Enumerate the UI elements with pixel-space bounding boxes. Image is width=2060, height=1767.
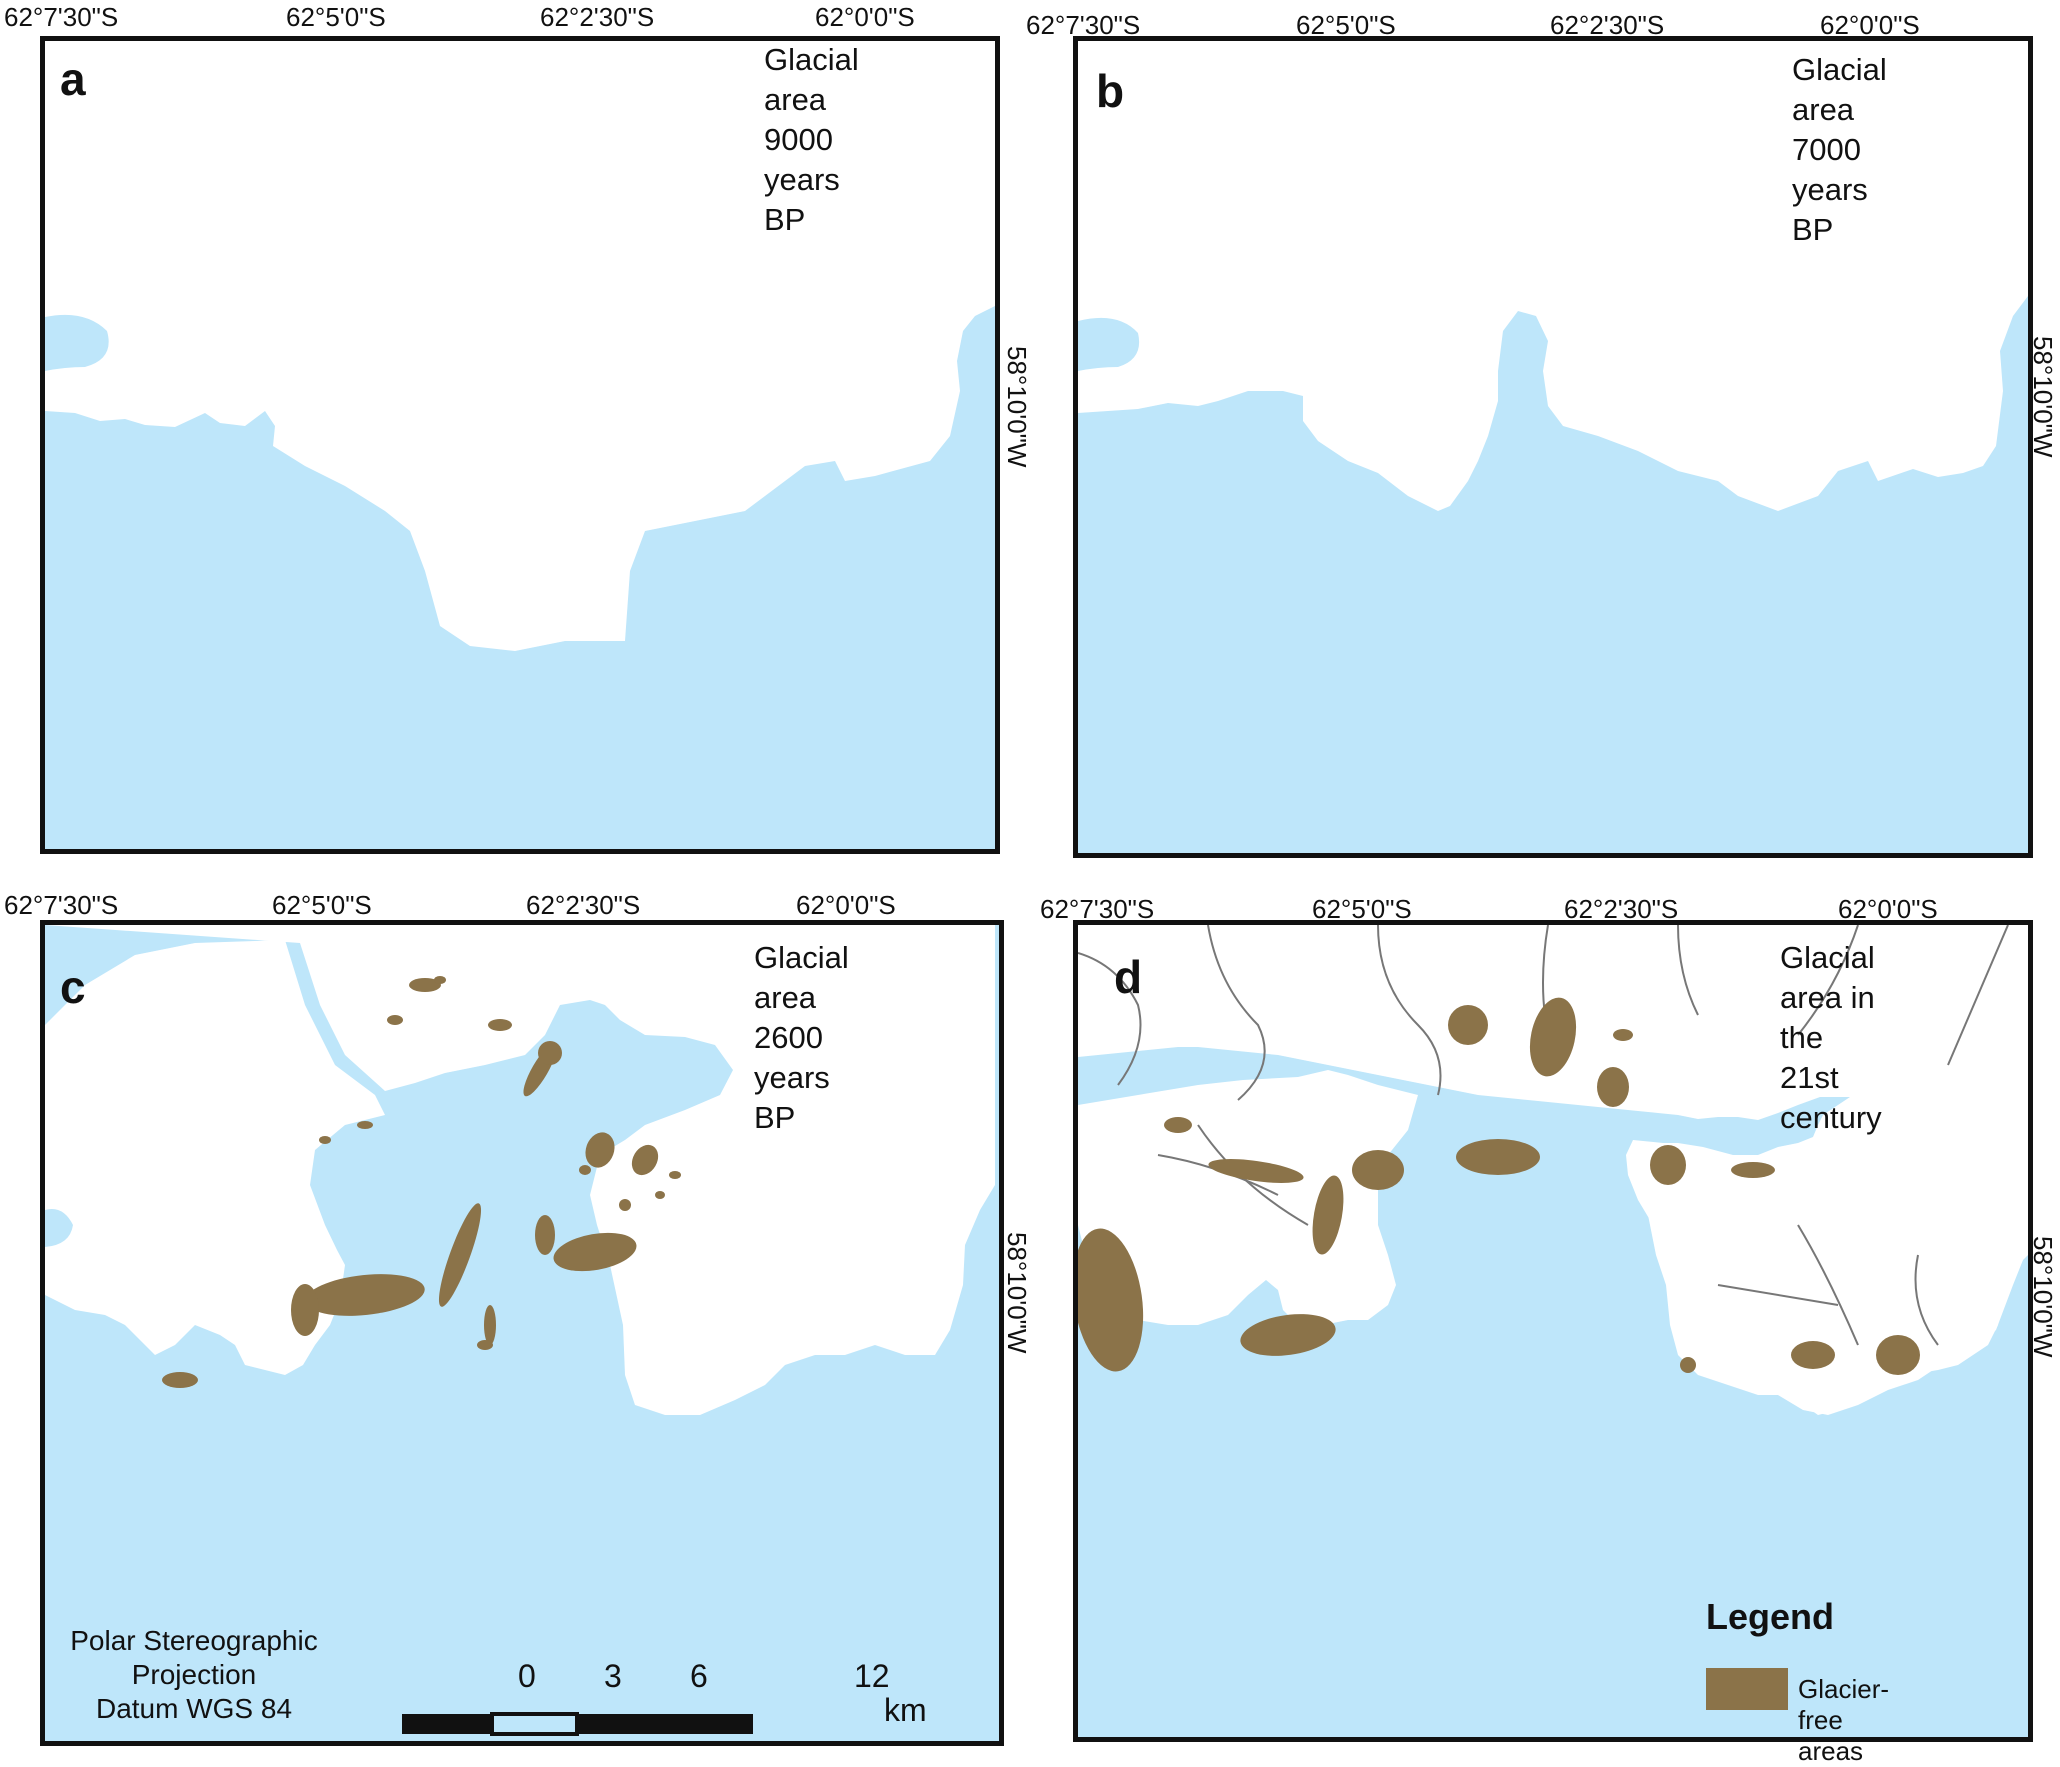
panel-title-c: Glacial area 2600 years BP — [754, 940, 849, 1135]
lat-tick: 58°10'0"W — [1002, 346, 1032, 468]
panel-title-a: Glacial area 9000 years BP — [764, 42, 859, 237]
west-ice-mass — [45, 940, 385, 1375]
projection-note: Polar Stereographic Projection Datum WGS… — [44, 1624, 344, 1726]
scale-label-3: 3 — [604, 1658, 622, 1694]
lat-tick: 58°10'0"W — [1002, 1232, 1032, 1354]
lon-tick-3: 62°2'30"S — [526, 890, 641, 920]
northwest-bay — [45, 314, 109, 413]
east-ice-mass — [45, 925, 995, 1415]
scale-seg-3 — [577, 1714, 753, 1734]
basin-divides — [1078, 925, 2009, 1346]
lon-tick-4: 62°0'0"S — [815, 2, 915, 32]
lon-tick-4: 62°0'0"S — [1820, 10, 1920, 40]
lon-tick-2: 62°5'0"S — [286, 2, 386, 32]
lon-tick-3: 62°2'30"S — [1564, 894, 1679, 924]
lon-tick-2: 62°5'0"S — [1312, 894, 1412, 924]
lon-tick-4: 62°0'0"S — [796, 890, 896, 920]
lon-tick-3: 62°2'30"S — [1550, 10, 1665, 40]
projection-line-3: Datum WGS 84 — [95, 1693, 293, 1724]
lon-tick-1: 62°7'30"S — [1040, 894, 1155, 924]
northwest-bay — [45, 1209, 73, 1295]
map-c-svg — [45, 925, 999, 1741]
panel-title-b: Glacial area 7000 years BP — [1792, 52, 1887, 247]
scale-seg-2 — [490, 1712, 579, 1736]
map-frame-c — [40, 920, 1004, 1746]
map-b-svg — [1078, 41, 2028, 853]
legend-swatch-glacier-free — [1706, 1668, 1788, 1710]
projection-line-1: Polar Stereographic — [70, 1625, 318, 1656]
lon-tick-3: 62°2'30"S — [540, 2, 655, 32]
map-frame-b — [1073, 36, 2033, 858]
lon-tick-1: 62°7'30"S — [4, 890, 119, 920]
scale-label-6: 6 — [690, 1658, 708, 1694]
ice-cover — [1078, 41, 2028, 511]
ice-cover — [45, 41, 995, 651]
scale-label-12: 12 — [854, 1658, 890, 1694]
map-d-svg — [1078, 925, 2028, 1737]
legend-title: Legend — [1706, 1596, 1835, 1637]
projection-line-2: Projection — [131, 1659, 257, 1690]
legend-label-glacier-free: Glacier-free areas — [1798, 1674, 1890, 1766]
glacier-free-patches — [162, 976, 681, 1388]
map-a-svg — [45, 41, 995, 849]
panel-letter-d: d — [1114, 951, 1143, 1003]
northwest-bay — [1078, 317, 1140, 413]
panel-letter-b: b — [1096, 65, 1125, 117]
lon-tick-1: 62°7'30"S — [1026, 10, 1141, 40]
lon-tick-1: 62°7'30"S — [4, 2, 119, 32]
western-peninsula — [1078, 1070, 1418, 1325]
lon-tick-2: 62°5'0"S — [1296, 10, 1396, 40]
panel-letter-a: a — [60, 53, 86, 105]
eastern-peninsula — [1648, 1205, 2023, 1415]
panel-letter-c: c — [60, 961, 86, 1013]
scale-seg-1 — [402, 1714, 492, 1734]
map-frame-d — [1073, 920, 2033, 1742]
map-frame-a — [40, 36, 1000, 854]
scale-bar — [402, 1712, 753, 1736]
scale-label-0: 0 — [518, 1658, 536, 1694]
lon-tick-4: 62°0'0"S — [1838, 894, 1938, 924]
scale-unit: km — [884, 1692, 927, 1728]
lon-tick-2: 62°5'0"S — [272, 890, 372, 920]
glacier-free-patches — [1078, 997, 1920, 1375]
panel-title-d: Glacial area in the 21st century — [1780, 940, 1882, 1135]
